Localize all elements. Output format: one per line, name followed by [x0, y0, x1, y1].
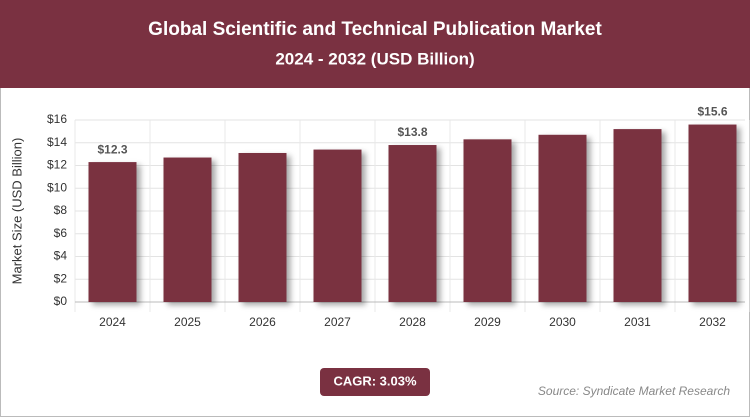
cagr-box [320, 368, 430, 396]
bar [688, 124, 737, 302]
value-label: $15.6 [697, 105, 727, 119]
y-tick-label: $10 [47, 180, 67, 194]
x-tick-label: 2025 [174, 315, 201, 329]
x-tick-label: 2027 [324, 315, 351, 329]
y-axis-label: Market Size (USD Billion) [9, 138, 24, 285]
y-tick-label: $16 [47, 112, 67, 126]
y-tick-label: $2 [54, 271, 68, 285]
x-tick-label: 2032 [699, 315, 726, 329]
y-tick-label: $4 [54, 249, 68, 263]
x-tick-label: 2031 [624, 315, 651, 329]
bar [163, 157, 212, 302]
x-tick-label: 2028 [399, 315, 426, 329]
y-tick-label: $8 [54, 203, 68, 217]
bar [313, 149, 362, 302]
bar [388, 145, 437, 302]
value-label: $13.8 [397, 125, 427, 139]
x-tick-label: 2024 [99, 315, 126, 329]
cagr-label: CAGR: 3.03% [333, 373, 417, 388]
y-tick-label: $0 [54, 294, 68, 308]
y-tick-label: $12 [47, 158, 67, 172]
bar [613, 129, 662, 302]
source: Source: Syndicate Market Research [538, 384, 730, 398]
value-label: $12.3 [97, 142, 127, 156]
x-tick-label: 2026 [249, 315, 276, 329]
chart-subtitle: 2024 - 2032 (USD Billion) [275, 49, 474, 68]
chart-title: Global Scientific and Technical Publicat… [148, 19, 602, 40]
bar [463, 139, 512, 302]
header [0, 0, 750, 88]
bar [238, 152, 287, 302]
bar [538, 134, 587, 302]
y-tick-label: $14 [47, 135, 67, 149]
x-tick-label: 2030 [549, 315, 576, 329]
bar [88, 162, 137, 302]
x-tick-label: 2029 [474, 315, 501, 329]
y-tick-label: $6 [54, 226, 68, 240]
